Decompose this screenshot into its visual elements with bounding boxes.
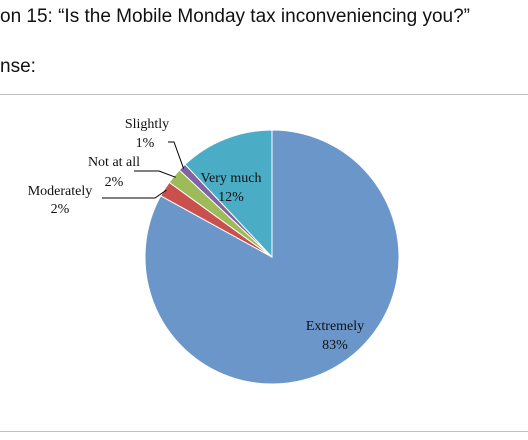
slice-label-moderately: Moderately — [28, 184, 93, 199]
leader-line-not-at-all — [134, 170, 176, 178]
leader-line-slightly — [168, 141, 185, 169]
slice-value-not-at-all: 2% — [105, 175, 124, 190]
slice-label-not-at-all: Not at all — [88, 155, 140, 170]
slice-value-very-much: 12% — [218, 190, 244, 205]
slice-label-slightly: Slightly — [125, 117, 169, 132]
leader-lines — [102, 141, 185, 199]
pie-slice-very-much — [184, 129, 273, 259]
pie-slices — [144, 129, 400, 385]
slice-label-very-much: Very much — [200, 171, 261, 186]
question-heading: on 15: “Is the Mobile Monday tax inconve… — [0, 6, 470, 27]
chart-frame: Extremely 83% Moderately 2% Not at all 2… — [0, 94, 528, 432]
response-label: nse: — [0, 56, 36, 77]
slice-value-slightly: 1% — [136, 136, 155, 151]
slice-value-extremely: 83% — [322, 338, 348, 353]
pie-chart: Extremely 83% Moderately 2% Not at all 2… — [28, 117, 400, 385]
slice-label-extremely: Extremely — [306, 319, 364, 334]
leader-line-moderately — [102, 189, 167, 199]
slice-value-moderately: 2% — [51, 202, 70, 217]
